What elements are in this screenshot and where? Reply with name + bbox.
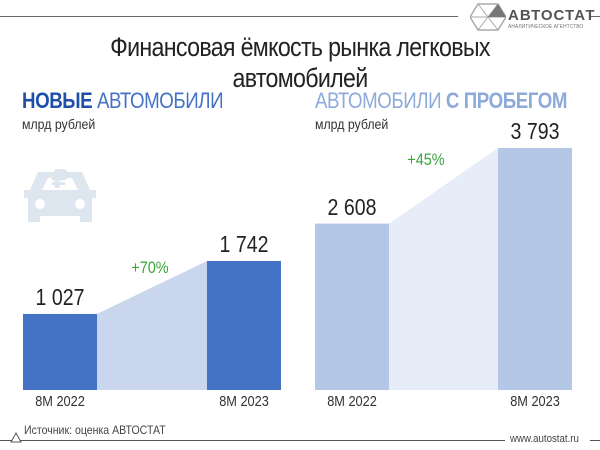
category-label: 8M 2022 [327,393,377,410]
logo-name: АВТОСТАТ [508,7,596,24]
source-note: Источник: оценка АВТОСТАТ [24,423,166,437]
header-rule [0,16,458,17]
footer-rule [590,440,600,441]
site-link[interactable]: www.autostat.ru [510,433,579,445]
page-title: Финансовая ёмкость рынка легковых автомо… [110,32,490,93]
value-label: 1 742 [219,231,269,257]
value-label: 1 027 [35,283,85,310]
category-label: 8M 2023 [510,393,560,410]
value-label: 2 608 [327,193,377,220]
logo-small-icon [10,432,22,443]
bar [207,261,281,390]
heading-bold: С ПРОБЕГОМ [445,88,567,113]
new-cars-heading: НОВЫЕ АВТОМОБИЛИ [22,88,224,114]
category-label: 8M 2022 [35,393,85,410]
heading-bold: НОВЫЕ [22,88,93,113]
value-label: 3 793 [510,118,560,144]
footer-rule [0,440,505,441]
bar [23,313,97,390]
heading-rest: АВТОМОБИЛИ [96,88,224,113]
growth-area [97,261,207,390]
new-unit: млрд рублей [22,116,96,132]
car-ruble-icon: ₽ [24,165,96,222]
growth-label: +70% [131,258,169,277]
category-label: 8M 2023 [219,393,269,410]
logo-icon [470,3,506,31]
svg-text:₽: ₽ [51,165,69,195]
growth-label: +45% [407,150,445,169]
bar [315,223,389,390]
used-unit: млрд рублей [315,116,389,132]
growth-area [389,148,498,390]
bar [498,148,572,390]
heading-rest: АВТОМОБИЛИ [315,88,442,113]
header-rule [590,16,600,17]
used-cars-heading: АВТОМОБИЛИ С ПРОБЕГОМ [315,88,567,114]
logo-tagline: АНАЛИТИЧЕСКОЕ АГЕНТСТВО [508,24,584,30]
